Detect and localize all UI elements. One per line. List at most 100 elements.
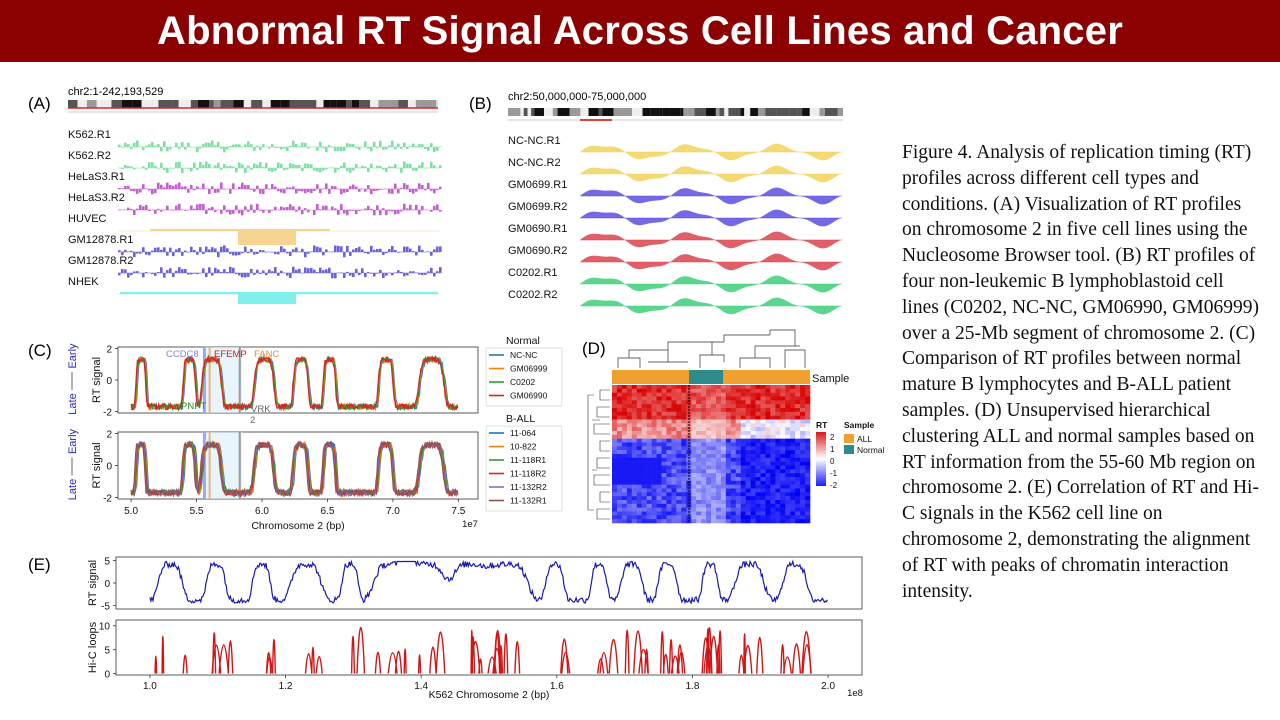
d-heatmap-cell <box>770 438 776 443</box>
d-heatmap-cell <box>765 454 771 459</box>
d-heatmap-cell <box>775 400 781 405</box>
d-heatmap-cell <box>661 423 667 428</box>
d-heatmap-cell <box>785 450 791 455</box>
a-track-bar <box>394 249 397 252</box>
b-ideogram-band <box>523 108 528 116</box>
d-heatmap-cell <box>631 492 638 497</box>
d-heatmap-cell <box>780 446 786 451</box>
d-heatmap-cell <box>795 500 801 505</box>
d-heatmap-cell <box>651 488 657 493</box>
d-heatmap-cell <box>711 469 717 474</box>
a-track-bar <box>145 145 148 147</box>
a-track-bar <box>382 252 385 255</box>
b-ideogram-band <box>557 108 570 116</box>
a-track-bar <box>394 210 397 215</box>
d-heatmap-cell <box>780 434 786 439</box>
d-heatmap-cell <box>790 446 796 451</box>
a-track-bar <box>409 204 412 210</box>
a-track-bar <box>298 189 301 192</box>
d-heatmap-cell <box>661 388 667 393</box>
a-track-bar <box>319 247 322 252</box>
a-track-bar <box>355 164 358 168</box>
d-heatmap-cell <box>706 427 712 432</box>
d-heatmap-cell <box>671 477 677 482</box>
d-heatmap-cell <box>681 488 687 493</box>
d-heatmap-cell <box>636 385 642 390</box>
d-heatmap-cell <box>621 507 628 512</box>
d-heatmap-cell <box>755 408 761 413</box>
d-heatmap-cell <box>735 507 741 512</box>
d-heatmap-cell <box>785 465 791 470</box>
d-heatmap-cell <box>805 492 811 497</box>
d-heatmap-cell <box>755 469 761 474</box>
d-heatmap-cell <box>701 488 707 493</box>
a-track-bar <box>427 271 430 273</box>
d-heatmap-cell <box>681 503 687 508</box>
a-track-bar <box>352 143 355 147</box>
b-ideogram-band <box>744 108 751 116</box>
d-heatmap-cell <box>780 388 786 393</box>
d-heatmap-cell <box>795 480 801 485</box>
d-heatmap-cell <box>631 488 638 493</box>
a-track-bar <box>439 246 442 252</box>
a-track-bar <box>391 166 394 168</box>
a-track-bar <box>349 186 352 189</box>
a-track-bar <box>163 273 166 278</box>
a-track-bar <box>310 251 313 252</box>
d-heatmap-cell <box>651 411 657 416</box>
d-heatmap-cell <box>711 446 717 451</box>
a-ideogram-band <box>141 100 147 108</box>
d-heatmap-cell <box>740 511 746 516</box>
d-heatmap-cell <box>720 434 727 439</box>
d-heatmap-cell <box>676 400 682 405</box>
d-heatmap-cell <box>735 477 741 482</box>
d-heatmap-cell <box>750 419 756 424</box>
d-heatmap-cell <box>612 385 618 390</box>
d-heatmap-cell <box>706 488 712 493</box>
d-sample-bar <box>612 370 810 384</box>
d-heatmap-cell <box>735 503 741 508</box>
d-heatmap-cell <box>631 438 638 443</box>
d-heatmap-cell <box>691 415 697 420</box>
d-heatmap-cell <box>656 446 662 451</box>
a-track-bar <box>190 205 193 210</box>
a-track-bar <box>316 272 319 273</box>
d-heatmap-cell <box>671 415 677 420</box>
d-heatmap-cell <box>631 434 638 439</box>
a-track-bar <box>433 205 436 210</box>
d-heatmap-cell <box>715 496 722 501</box>
d-heatmap-cell <box>725 469 732 474</box>
c-series-line <box>130 440 459 498</box>
e-hic-loop <box>154 655 158 674</box>
d-heatmap-cell <box>631 457 638 462</box>
d-heatmap-cell <box>775 484 781 489</box>
a-track-bar <box>388 210 391 212</box>
d-heatmap-cell <box>651 392 657 397</box>
a-track-bar <box>154 189 157 194</box>
a-track-bar <box>295 143 298 147</box>
d-heatmap-cell <box>750 461 756 466</box>
d-heatmap-cell <box>730 392 737 397</box>
d-heatmap-cell <box>656 515 662 520</box>
a-track-bar <box>325 183 328 189</box>
d-heatmap-cell <box>686 442 692 447</box>
d-heatmap-cell <box>740 442 746 447</box>
b-ideogram-band <box>680 108 684 116</box>
a-track-bar <box>238 273 241 276</box>
d-heatmap-cell <box>671 461 677 466</box>
d-heatmap-cell <box>775 442 781 447</box>
a-track-bar <box>178 161 181 168</box>
d-heatmap-cell <box>735 423 741 428</box>
d-heatmap-cell <box>735 385 741 390</box>
d-heatmap-cell <box>715 457 722 462</box>
d-heatmap-cell <box>681 454 687 459</box>
d-heatmap-cell <box>770 477 776 482</box>
d-heatmap-cell <box>636 469 642 474</box>
a-track-bar <box>403 246 406 252</box>
a-track-bar <box>409 146 412 147</box>
d-heatmap-cell <box>656 392 662 397</box>
e-hic-loop <box>403 648 407 674</box>
d-heatmap-cell <box>612 396 618 401</box>
d-heatmap-cell <box>790 434 796 439</box>
d-heatmap-cell <box>800 496 806 501</box>
